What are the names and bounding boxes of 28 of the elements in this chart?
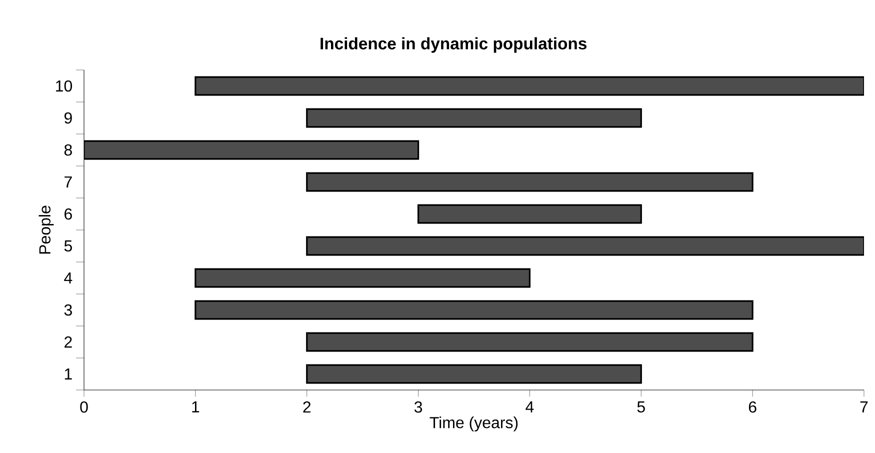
x-axis-title: Time (years)	[430, 416, 518, 432]
y-tick-label: 2	[64, 336, 72, 348]
y-tick-label: 10	[56, 80, 72, 92]
y-tick-label: 4	[64, 272, 72, 284]
x-tick-label: 3	[414, 401, 422, 413]
bar	[194, 300, 754, 320]
bar	[306, 108, 642, 128]
x-tick-label: 0	[80, 401, 88, 413]
x-tick-label: 4	[526, 401, 534, 412]
y-tick-label: 6	[64, 208, 72, 220]
y-tick-label: 9	[64, 112, 72, 124]
x-tick-label: 2	[303, 401, 311, 413]
bar	[417, 204, 642, 224]
chart-title: Incidence in dynamic populations	[320, 37, 586, 53]
y-tick-label: 1	[64, 368, 72, 380]
y-tick-label: 3	[64, 304, 72, 316]
y-tick-label: 7	[64, 176, 72, 188]
bar	[194, 268, 531, 288]
x-tick-label: 1	[192, 401, 200, 412]
x-tick-label: 6	[748, 401, 756, 413]
x-tick-label: 5	[637, 401, 645, 413]
bar	[306, 332, 754, 352]
y-axis-title: People	[38, 206, 54, 254]
y-tick-label: 8	[64, 144, 72, 156]
x-tick-label: 7	[860, 401, 868, 412]
bar	[306, 172, 754, 192]
y-tick-label: 5	[64, 240, 72, 252]
bar	[306, 364, 642, 384]
